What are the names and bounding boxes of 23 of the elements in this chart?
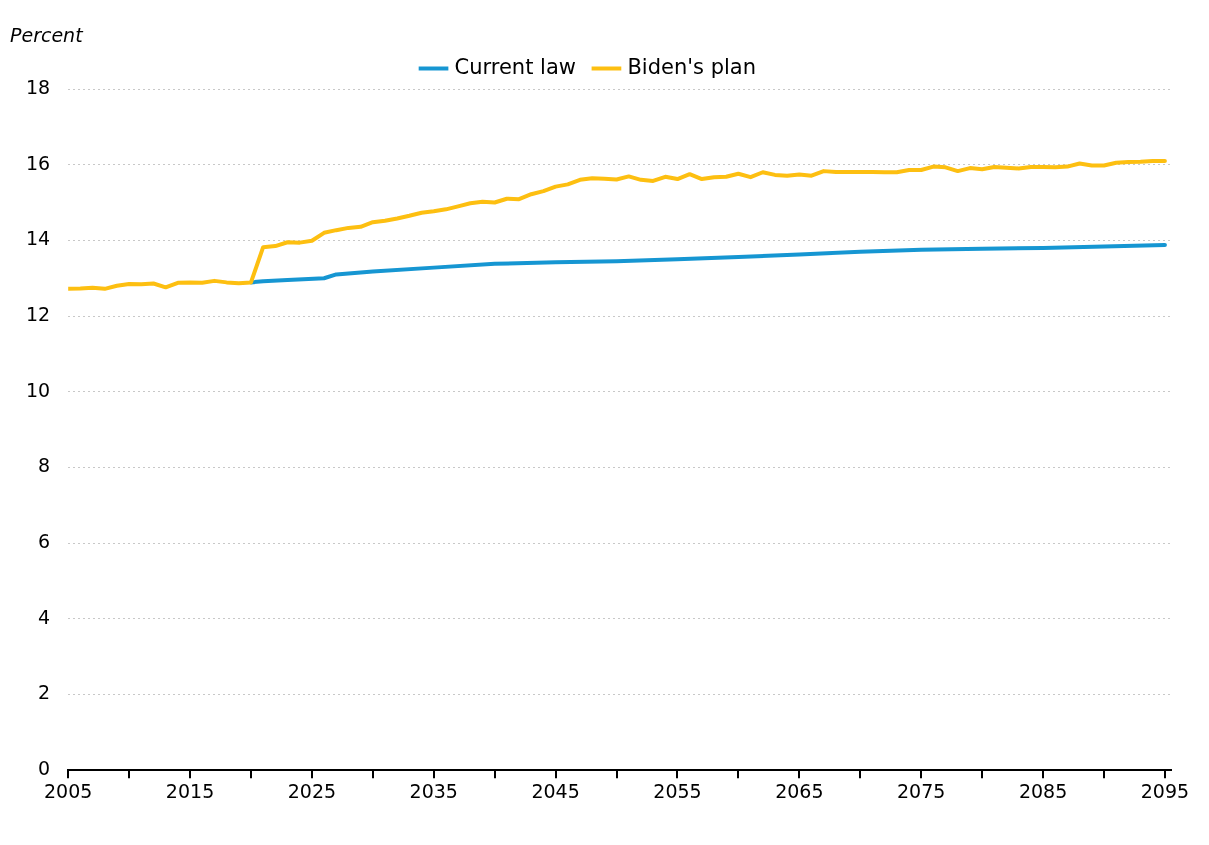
y-tick-label: 4 bbox=[38, 605, 51, 628]
x-tick-label: 2015 bbox=[165, 779, 215, 802]
x-tick-label: 2005 bbox=[44, 779, 93, 802]
y-tick-label: 8 bbox=[38, 454, 51, 477]
y-axis-title: Percent bbox=[10, 24, 83, 46]
y-tick-label: 2 bbox=[38, 681, 51, 704]
x-tick-label: 2025 bbox=[287, 779, 337, 802]
x-tick-label: 2095 bbox=[1140, 779, 1190, 802]
x-tick-label: 2035 bbox=[409, 779, 458, 802]
x-tick-label: 2075 bbox=[897, 779, 946, 802]
x-tick-label: 2055 bbox=[653, 779, 702, 802]
x-tick-label: 2065 bbox=[775, 779, 824, 802]
x-tick-label: 2045 bbox=[531, 779, 580, 802]
y-tick-label: 10 bbox=[25, 378, 51, 401]
y-tick-label: 6 bbox=[38, 530, 51, 553]
legend-label: Current law bbox=[454, 54, 576, 79]
legend-label: Biden's plan bbox=[627, 54, 756, 79]
y-tick-label: 12 bbox=[25, 303, 51, 325]
x-tick-label: 2085 bbox=[1018, 779, 1068, 802]
y-tick-label: 18 bbox=[25, 75, 51, 98]
y-tick-label: 14 bbox=[25, 227, 51, 250]
y-tick-label: 0 bbox=[38, 757, 51, 780]
y-tick-label: 16 bbox=[25, 151, 51, 174]
